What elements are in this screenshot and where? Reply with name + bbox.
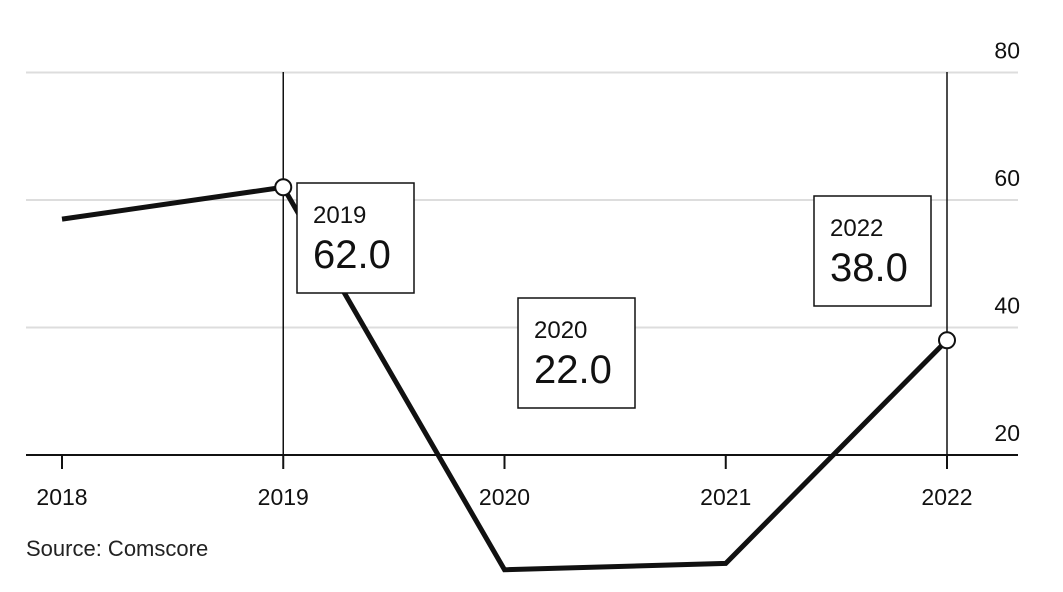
y-tick-label-80: 80: [994, 38, 1020, 64]
y-tick-label-40: 40: [994, 293, 1020, 319]
callout-value-2020: 22.0: [534, 348, 612, 392]
marker-2022: [938, 331, 956, 350]
x-tick-label-2018: 2018: [36, 484, 87, 510]
source-note: Source: Comscore: [26, 536, 209, 561]
y-tick-label-60: 60: [994, 165, 1020, 191]
callout-year-2022: 2022: [830, 215, 883, 242]
x-tick-label-2019: 2019: [258, 484, 309, 510]
x-tick-label-2020: 2020: [479, 484, 530, 510]
axes: 20 40 60 80 2018 2019 2020 2021 2022: [26, 38, 1020, 510]
callout-box-2020: [517, 297, 636, 409]
series: [61, 178, 956, 573]
series-line-0: [61, 184, 949, 573]
callout-box-2019: [296, 182, 415, 294]
callout-year-2019: 2019: [313, 202, 366, 229]
x-tick-label-2021: 2021: [700, 484, 751, 510]
callout-year-2020: 2020: [534, 317, 587, 344]
callout-box-2022: [813, 195, 932, 307]
marker-2019: [274, 178, 293, 197]
annotations: 2019 62.0 2020 22.0 2022 38.0: [296, 182, 932, 409]
callout-value-2019: 62.0: [313, 233, 391, 277]
y-tick-label-20: 20: [994, 420, 1020, 446]
callout-value-2022: 38.0: [830, 246, 908, 290]
x-tick-label-2022: 2022: [921, 484, 972, 510]
